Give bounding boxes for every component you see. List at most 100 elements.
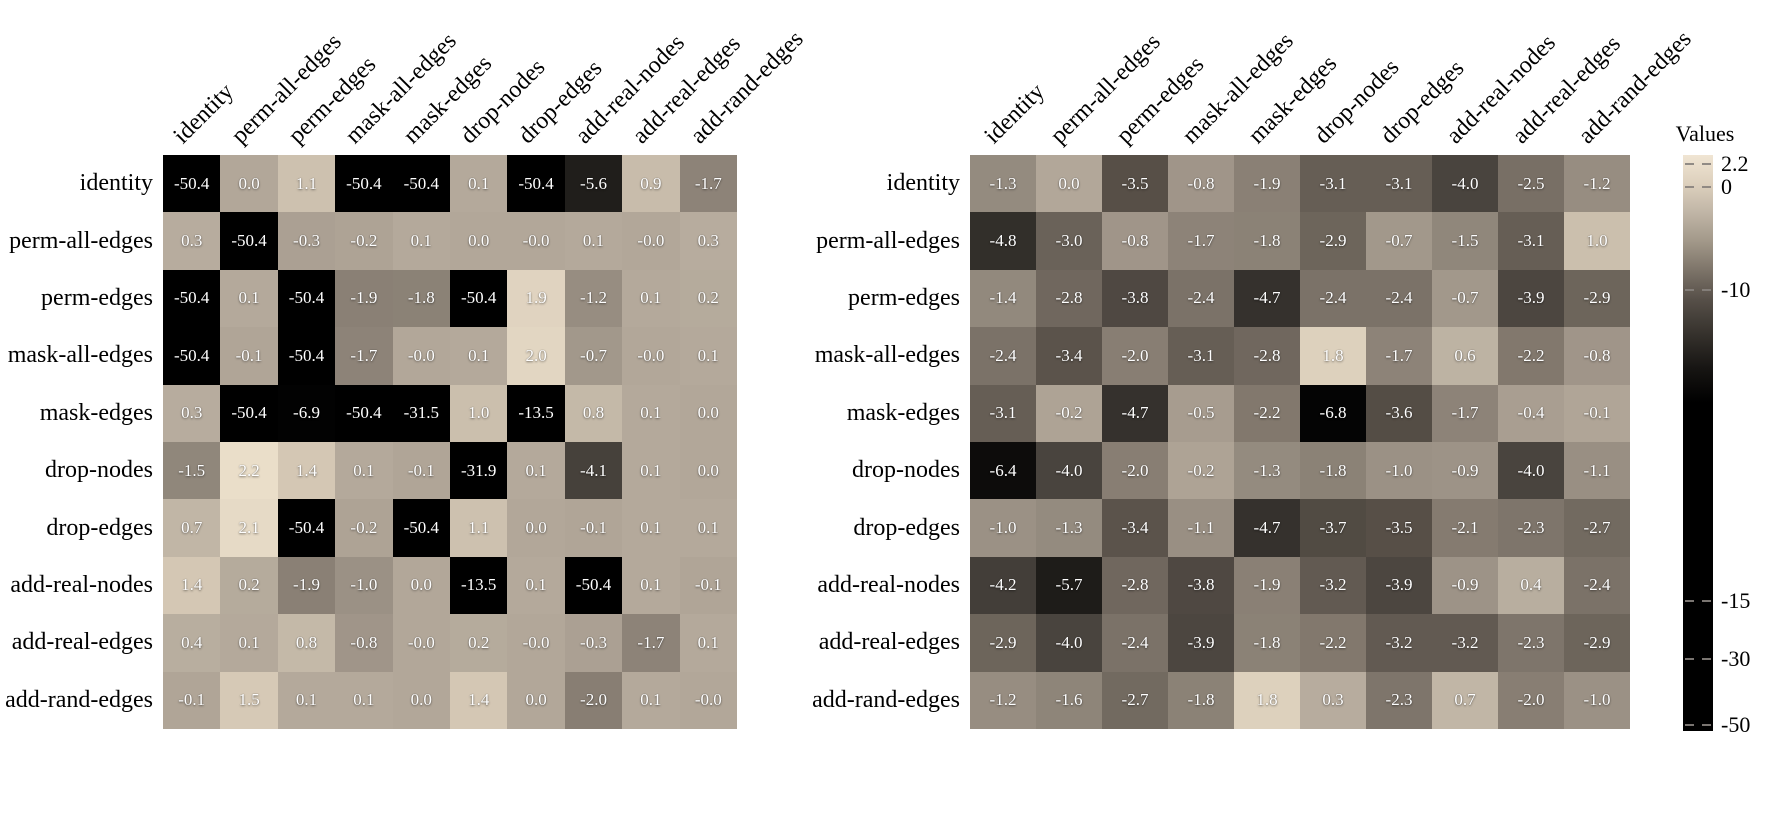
heatmap-cell: -3.1	[1498, 212, 1564, 270]
heatmap-cell-value: -0.1	[1583, 403, 1611, 423]
heatmap-cell: 0.1	[622, 384, 680, 442]
heatmap-cell: 1.8	[1234, 671, 1300, 729]
heatmap-cell: -4.0	[1036, 614, 1102, 672]
heatmap-cell-value: -0.1	[178, 690, 206, 710]
heatmap-cell-value: -0.1	[694, 575, 722, 595]
colorbar-tick-mark	[1702, 162, 1711, 165]
heatmap-cell: -2.2	[1300, 614, 1366, 672]
heatmap-cell: -1.9	[1234, 155, 1300, 213]
heatmap-cell-value: 0.0	[1058, 173, 1080, 193]
heatmap-cell: 0.0	[679, 442, 737, 500]
heatmap-cell-value: 0.8	[582, 403, 605, 423]
row-label: add-real-nodes	[10, 571, 153, 598]
heatmap-cell-value: -1.0	[1583, 690, 1611, 710]
heatmap-cell-value: -4.0	[1055, 632, 1083, 652]
heatmap-cell-value: -3.2	[1319, 575, 1347, 595]
heatmap-cell-value: -1.2	[1583, 173, 1611, 193]
heatmap-cell-value: -2.4	[1385, 288, 1413, 308]
heatmap-cell: 0.1	[220, 614, 278, 672]
heatmap-cell-value: -1.3	[1253, 460, 1281, 480]
heatmap-cell-value: 0.0	[238, 173, 260, 193]
heatmap-cell: -50.4	[507, 155, 565, 213]
heatmap-cell: -0.0	[392, 614, 450, 672]
heatmap-cell: 0.0	[220, 155, 278, 213]
heatmap-grid: -50.4 0.0 1.1 -50.4 -50.4 0.1 -50.4 -5.6 0.9 -1.7…	[163, 155, 737, 729]
heatmap-cell: 0.3	[679, 212, 737, 270]
heatmap-cell-value: -1.5	[1451, 231, 1479, 251]
heatmap-cell-value: 0.3	[697, 231, 719, 251]
heatmap-cell-value: -0.4	[1517, 403, 1545, 423]
heatmap-cell: -3.2	[1300, 556, 1366, 615]
heatmap-cell: -1.8	[1234, 212, 1300, 270]
row-label: drop-nodes	[852, 457, 960, 484]
heatmap-cell-value: -3.9	[1187, 632, 1215, 652]
heatmap-cell: -0.8	[1564, 327, 1630, 385]
heatmap-cell: -1.9	[1234, 556, 1300, 615]
heatmap-cell-value: -50.4	[288, 288, 325, 308]
heatmap-cell: -3.9	[1168, 614, 1234, 672]
heatmap-cell-value: -1.2	[989, 690, 1017, 710]
colorbar-tick-label: -10	[1721, 277, 1751, 303]
heatmap-cell: -1.7	[1168, 212, 1234, 270]
heatmap-cell-value: 0.4	[181, 632, 203, 652]
heatmap-cell: -0.2	[335, 499, 393, 557]
row-label: identity	[886, 170, 960, 197]
heatmap-cell: -1.0	[970, 499, 1036, 557]
colorbar-tick-label: -30	[1721, 646, 1751, 671]
heatmap-cell-value: -1.7	[350, 345, 378, 365]
column-label: identity	[979, 78, 1050, 149]
heatmap-cell: -0.1	[163, 671, 221, 729]
heatmap-cell-value: 0.0	[410, 690, 432, 710]
heatmap-cell-value: -2.9	[1583, 632, 1611, 652]
heatmap-cell-value: -50.4	[346, 403, 382, 423]
heatmap-cell-value: 0.0	[697, 460, 719, 480]
heatmap-cell: -2.9	[970, 614, 1036, 672]
heatmap-cell-value: -1.1	[1583, 460, 1611, 480]
heatmap-cell: -0.2	[335, 212, 393, 270]
heatmap-cell: -3.9	[1366, 556, 1432, 615]
heatmap-cell-value: 0.0	[525, 690, 547, 710]
heatmap-cell-value: -1.1	[1187, 518, 1215, 538]
heatmap-cell: -0.9	[1432, 556, 1498, 615]
heatmap-cell: 0.1	[507, 556, 565, 615]
heatmap-cell: 0.0	[450, 212, 508, 270]
heatmap-cell: 1.4	[163, 556, 221, 615]
heatmap-cell: -2.7	[1102, 671, 1168, 729]
heatmap-cell: -4.7	[1234, 499, 1300, 557]
heatmap-cell-value: -50.4	[288, 345, 325, 365]
heatmap-cell: -3.0	[1036, 212, 1102, 270]
heatmap-cell: 0.8	[277, 614, 336, 672]
heatmap-cell-value: -4.0	[1517, 460, 1545, 480]
colorbar-gradient	[1683, 155, 1713, 731]
heatmap-cell-value: -2.0	[580, 690, 607, 710]
heatmap-cell: -0.1	[220, 327, 278, 385]
heatmap-cell: 0.1	[450, 327, 508, 385]
heatmap-cell: -2.0	[1102, 442, 1168, 500]
heatmap-cell-value: -1.4	[989, 288, 1017, 308]
heatmap-cell-value: -1.3	[989, 173, 1017, 193]
heatmap-cell-value: -0.1	[235, 345, 263, 365]
heatmap-cell-value: -0.0	[522, 231, 550, 251]
heatmap-cell: 0.2	[220, 556, 278, 615]
colorbar-tick-mark	[1685, 289, 1694, 292]
heatmap-cell: -1.2	[564, 269, 623, 328]
heatmap-cell: 1.4	[450, 671, 508, 729]
heatmap-cell-value: 1.4	[181, 575, 203, 595]
heatmap-cell-value: -50.4	[173, 173, 210, 193]
heatmap-cell-value: -3.0	[1055, 231, 1083, 251]
heatmap-cell-value: -0.8	[350, 632, 378, 652]
heatmap-cell-value: -50.4	[518, 173, 554, 193]
heatmap-cell-value: -50.4	[346, 173, 382, 193]
heatmap-cell: -4.1	[564, 442, 623, 500]
heatmap-cell-value: -2.0	[1121, 345, 1149, 365]
heatmap-cell-value: -4.7	[1121, 403, 1149, 423]
heatmap-cell: -0.3	[277, 212, 336, 270]
heatmap-cell: 0.1	[679, 614, 737, 672]
heatmap-cell: -2.8	[1036, 269, 1102, 328]
heatmap-cell-value: 2.0	[525, 345, 547, 365]
heatmap-cell: -50.4	[220, 384, 278, 442]
heatmap-cell-value: -3.6	[1385, 403, 1413, 423]
heatmap-cell: -4.7	[1102, 384, 1168, 442]
heatmap-cell: -3.1	[1168, 327, 1234, 385]
